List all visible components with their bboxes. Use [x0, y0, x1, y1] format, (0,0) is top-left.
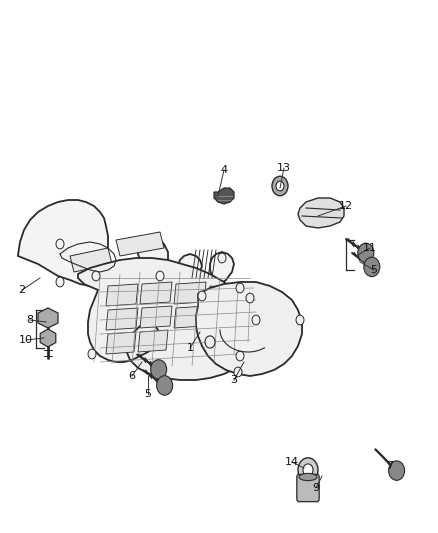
Polygon shape [208, 286, 240, 308]
Polygon shape [78, 258, 258, 380]
Circle shape [236, 351, 244, 361]
Polygon shape [18, 200, 234, 294]
Text: 5: 5 [371, 265, 378, 275]
Circle shape [56, 277, 64, 287]
Polygon shape [106, 332, 136, 354]
Polygon shape [106, 284, 138, 306]
Ellipse shape [299, 473, 317, 481]
Circle shape [198, 291, 206, 301]
Polygon shape [214, 188, 234, 204]
Circle shape [276, 181, 284, 191]
Text: 11: 11 [363, 243, 377, 253]
Circle shape [157, 376, 173, 395]
Polygon shape [174, 282, 206, 304]
Circle shape [151, 360, 166, 379]
Polygon shape [70, 248, 112, 272]
Polygon shape [38, 308, 58, 328]
Polygon shape [140, 282, 172, 304]
Circle shape [88, 349, 96, 359]
Polygon shape [138, 330, 168, 352]
Circle shape [303, 464, 313, 476]
Text: 1: 1 [187, 343, 194, 353]
Circle shape [296, 315, 304, 325]
Text: 3: 3 [230, 375, 237, 385]
Circle shape [246, 293, 254, 303]
Text: 5: 5 [145, 389, 152, 399]
Circle shape [298, 458, 318, 482]
Text: 14: 14 [285, 457, 299, 467]
Circle shape [56, 239, 64, 249]
Circle shape [218, 253, 226, 263]
Circle shape [43, 333, 53, 343]
Circle shape [92, 271, 100, 281]
Text: 6: 6 [128, 371, 135, 381]
Polygon shape [208, 310, 240, 332]
Polygon shape [40, 329, 56, 347]
FancyBboxPatch shape [297, 474, 319, 502]
Text: 12: 12 [339, 201, 353, 211]
Circle shape [234, 367, 242, 377]
Text: 4: 4 [220, 165, 228, 175]
Text: 7: 7 [386, 461, 394, 471]
Text: 10: 10 [19, 335, 33, 345]
Polygon shape [140, 306, 172, 328]
Polygon shape [106, 308, 138, 330]
Circle shape [252, 315, 260, 325]
Circle shape [358, 243, 374, 263]
Polygon shape [116, 232, 164, 256]
Polygon shape [174, 306, 206, 328]
Text: 13: 13 [277, 163, 291, 173]
Circle shape [205, 336, 215, 348]
Circle shape [152, 369, 160, 379]
Circle shape [156, 271, 164, 281]
Polygon shape [298, 198, 344, 228]
Circle shape [364, 257, 380, 277]
Text: 2: 2 [18, 285, 25, 295]
Circle shape [272, 176, 288, 196]
Text: 8: 8 [26, 315, 34, 325]
Circle shape [389, 461, 405, 480]
Polygon shape [196, 282, 302, 376]
Text: 9: 9 [312, 483, 320, 493]
Circle shape [236, 283, 244, 293]
